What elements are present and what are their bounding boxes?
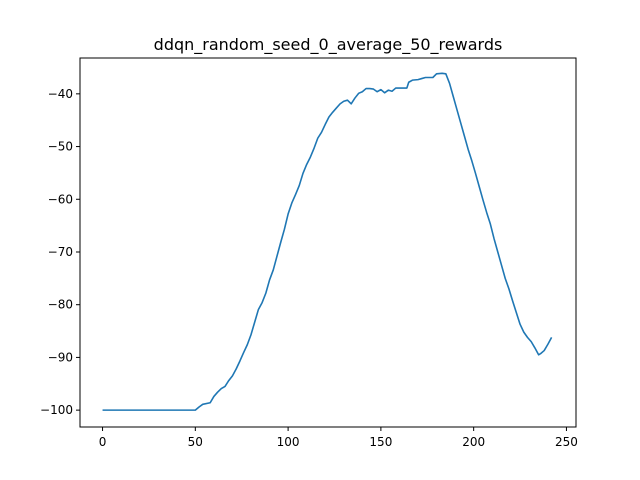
x-tick-label: 100	[277, 435, 300, 449]
chart-title: ddqn_random_seed_0_average_50_rewards	[154, 35, 503, 55]
y-tick-label: −70	[48, 245, 73, 259]
y-tick-label: −80	[48, 298, 73, 312]
y-tick-label: −50	[48, 140, 73, 154]
series-line-0	[102, 72, 553, 411]
axis-ticks: 0 50 100 150 200 250 −100 −90 −80 −70 −60 −50 −40	[40, 87, 578, 449]
y-tick-label: −60	[48, 192, 73, 206]
x-tick-label: 250	[555, 435, 578, 449]
axes-frame	[79, 57, 577, 428]
x-tick-label: 150	[369, 435, 392, 449]
x-tick-label: 50	[188, 435, 203, 449]
plot-area	[102, 72, 553, 411]
y-tick-label: −40	[48, 87, 73, 101]
x-tick-label: 0	[99, 435, 107, 449]
y-tick-label: −100	[40, 403, 73, 417]
y-tick-label: −90	[48, 350, 73, 364]
x-tick-label: 200	[462, 435, 485, 449]
